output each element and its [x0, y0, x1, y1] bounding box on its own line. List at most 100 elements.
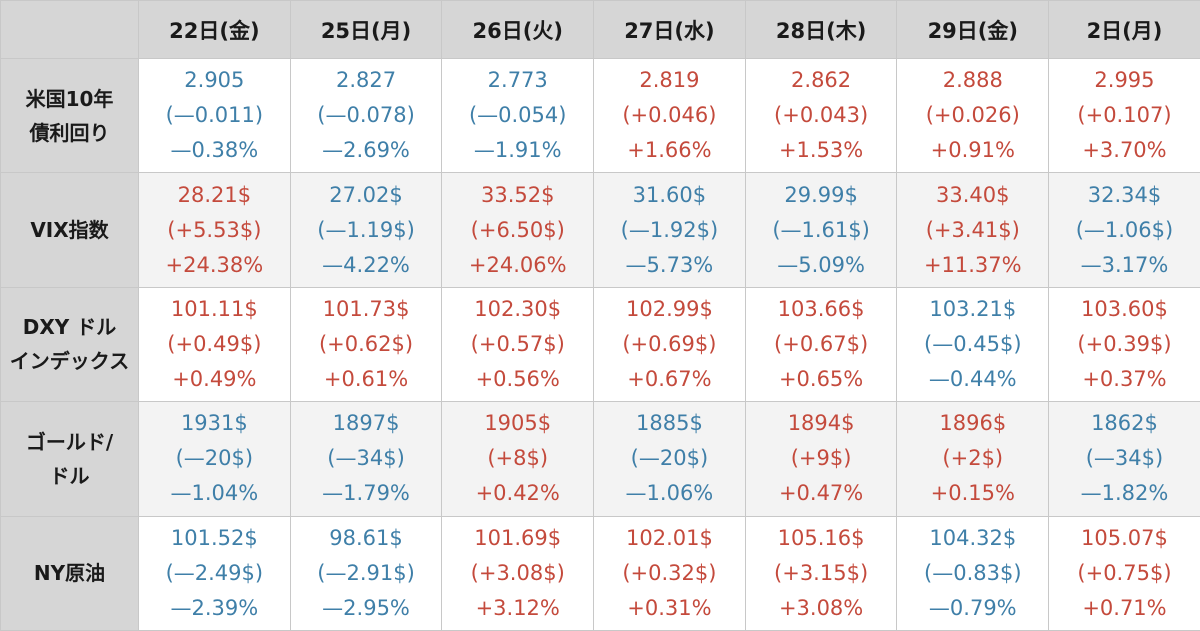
data-cell: 2.905(—0.011)—0.38% [139, 59, 291, 173]
data-cell: 31.60$(—1.92$)—5.73% [594, 173, 746, 287]
cell-change: (+9$) [746, 441, 897, 476]
header-row: 22日(金) 25日(月) 26日(火) 27日(水) 28日(木) 29日(金… [1, 1, 1200, 59]
column-header: 22日(金) [139, 1, 291, 59]
cell-change: (—34$) [291, 441, 442, 476]
cell-pct: +24.06% [442, 248, 593, 283]
cell-pct: +0.37% [1049, 362, 1200, 397]
cell-change: (+0.043) [746, 98, 897, 133]
cell-pct: —1.79% [291, 476, 442, 511]
column-header: 29日(金) [897, 1, 1049, 59]
cell-change: (—34$) [1049, 441, 1200, 476]
data-cell: 103.60$(+0.39$)+0.37% [1049, 287, 1200, 401]
cell-change: (+3.41$) [897, 213, 1048, 248]
cell-change: (+0.75$) [1049, 556, 1200, 591]
cell-pct: +0.15% [897, 476, 1048, 511]
cell-value: 29.99$ [746, 178, 897, 213]
column-header: 2日(月) [1049, 1, 1200, 59]
cell-change: (—2.49$) [139, 556, 290, 591]
cell-value: 1862$ [1049, 406, 1200, 441]
cell-change: (—1.19$) [291, 213, 442, 248]
corner-cell [1, 1, 139, 59]
cell-change: (—0.45$) [897, 327, 1048, 362]
data-cell: 2.862(+0.043)+1.53% [745, 59, 897, 173]
data-cell: 1931$(—20$)—1.04% [139, 402, 291, 516]
data-cell: 102.01$(+0.32$)+0.31% [594, 516, 746, 630]
cell-change: (+0.69$) [594, 327, 745, 362]
column-header: 26日(火) [442, 1, 594, 59]
cell-value: 31.60$ [594, 178, 745, 213]
cell-change: (+0.62$) [291, 327, 442, 362]
cell-value: 1896$ [897, 406, 1048, 441]
data-cell: 101.69$(+3.08$)+3.12% [442, 516, 594, 630]
data-cell: 1905$(+8$)+0.42% [442, 402, 594, 516]
cell-pct: —2.39% [139, 591, 290, 626]
cell-pct: —5.73% [594, 248, 745, 283]
data-cell: 28.21$(+5.53$)+24.38% [139, 173, 291, 287]
cell-change: (+0.046) [594, 98, 745, 133]
data-cell: 1894$(+9$)+0.47% [745, 402, 897, 516]
cell-pct: +0.71% [1049, 591, 1200, 626]
cell-value: 28.21$ [139, 178, 290, 213]
data-cell: 102.99$(+0.69$)+0.67% [594, 287, 746, 401]
cell-pct: +1.66% [594, 133, 745, 168]
cell-value: 1931$ [139, 406, 290, 441]
cell-pct: +0.49% [139, 362, 290, 397]
cell-value: 101.11$ [139, 292, 290, 327]
cell-value: 33.40$ [897, 178, 1048, 213]
cell-change: (+8$) [442, 441, 593, 476]
data-cell: 103.66$(+0.67$)+0.65% [745, 287, 897, 401]
cell-pct: —0.44% [897, 362, 1048, 397]
data-cell: 1897$(—34$)—1.79% [290, 402, 442, 516]
cell-change: (+0.67$) [746, 327, 897, 362]
cell-change: (+0.57$) [442, 327, 593, 362]
cell-value: 103.66$ [746, 292, 897, 327]
data-cell: 33.52$(+6.50$)+24.06% [442, 173, 594, 287]
cell-value: 1905$ [442, 406, 593, 441]
cell-change: (+0.49$) [139, 327, 290, 362]
cell-pct: +1.53% [746, 133, 897, 168]
cell-value: 102.30$ [442, 292, 593, 327]
column-header: 28日(木) [745, 1, 897, 59]
cell-change: (—0.83$) [897, 556, 1048, 591]
cell-value: 33.52$ [442, 178, 593, 213]
data-cell: 103.21$(—0.45$)—0.44% [897, 287, 1049, 401]
cell-pct: +3.70% [1049, 133, 1200, 168]
cell-pct: —5.09% [746, 248, 897, 283]
cell-value: 103.21$ [897, 292, 1048, 327]
cell-value: 2.819 [594, 63, 745, 98]
data-cell: 27.02$(—1.19$)—4.22% [290, 173, 442, 287]
cell-value: 101.52$ [139, 521, 290, 556]
row-header: ゴールド/ ドル [1, 402, 139, 516]
data-cell: 101.73$(+0.62$)+0.61% [290, 287, 442, 401]
data-cell: 1862$(—34$)—1.82% [1049, 402, 1200, 516]
cell-pct: —1.06% [594, 476, 745, 511]
cell-change: (—1.06$) [1049, 213, 1200, 248]
data-cell: 98.61$(—2.91$)—2.95% [290, 516, 442, 630]
cell-change: (—2.91$) [291, 556, 442, 591]
cell-change: (—1.61$) [746, 213, 897, 248]
cell-pct: +11.37% [897, 248, 1048, 283]
row-header: 米国10年 債利回り [1, 59, 139, 173]
cell-pct: —0.79% [897, 591, 1048, 626]
cell-change: (—20$) [594, 441, 745, 476]
cell-pct: —2.95% [291, 591, 442, 626]
data-cell: 29.99$(—1.61$)—5.09% [745, 173, 897, 287]
cell-value: 32.34$ [1049, 178, 1200, 213]
cell-pct: —4.22% [291, 248, 442, 283]
data-cell: 2.995(+0.107)+3.70% [1049, 59, 1200, 173]
data-cell: 1896$(+2$)+0.15% [897, 402, 1049, 516]
cell-change: (—20$) [139, 441, 290, 476]
cell-value: 1885$ [594, 406, 745, 441]
column-header: 25日(月) [290, 1, 442, 59]
cell-change: (+0.39$) [1049, 327, 1200, 362]
cell-pct: —1.82% [1049, 476, 1200, 511]
cell-value: 1894$ [746, 406, 897, 441]
cell-pct: +0.61% [291, 362, 442, 397]
cell-pct: +3.12% [442, 591, 593, 626]
cell-value: 105.16$ [746, 521, 897, 556]
